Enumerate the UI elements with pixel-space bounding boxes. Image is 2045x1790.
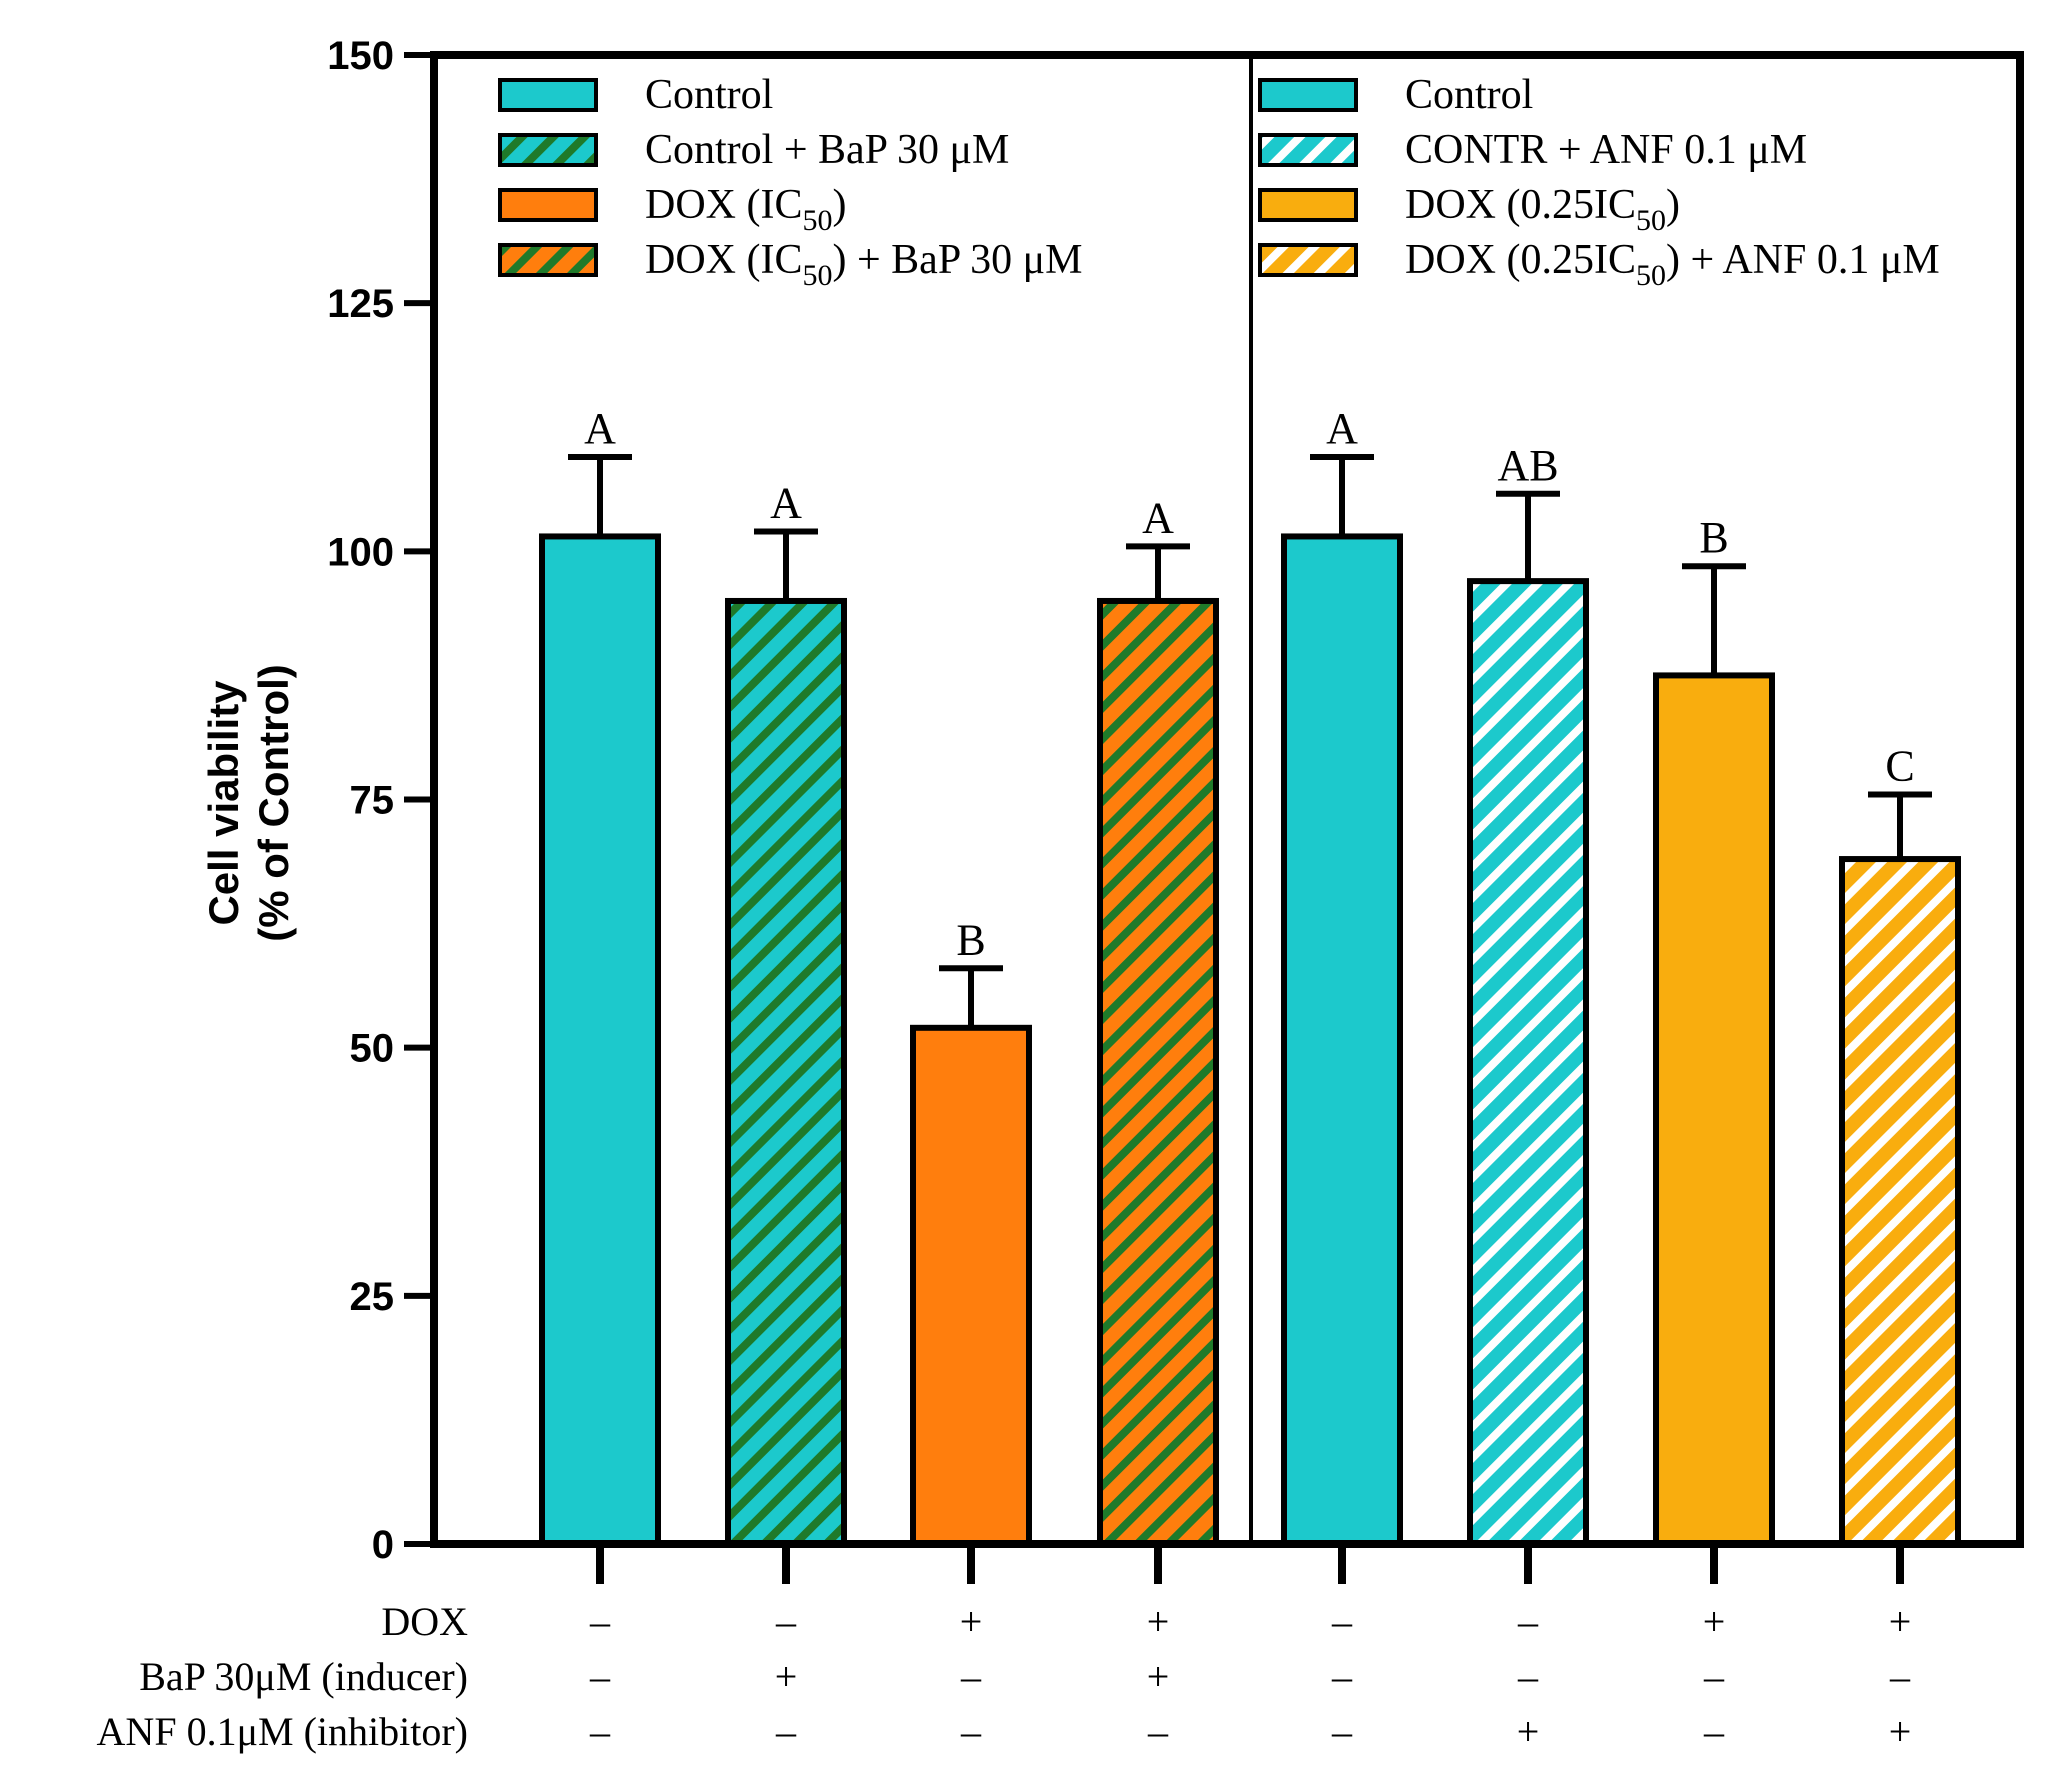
treatment-row-label: ANF 0.1μM (inhibitor) [97, 1709, 468, 1754]
legend-swatch [1258, 133, 1358, 167]
treatment-sign: + [1889, 1709, 1912, 1754]
treatment-sign: – [1703, 1709, 1725, 1754]
legend-label: Control + BaP 30 μM [645, 127, 1009, 173]
bar [910, 1024, 1032, 1547]
treatment-sign: – [1147, 1709, 1169, 1754]
legend-label: DOX (0.25IC50) [1405, 182, 1680, 237]
treatment-sign: – [1331, 1709, 1353, 1754]
treatment-sign: + [960, 1599, 983, 1644]
legend-swatch [498, 78, 598, 112]
significance-letter: AB [1497, 441, 1558, 490]
significance-letter: A [1326, 404, 1358, 453]
y-axis-title: Cell viability (% of Control) [200, 664, 297, 942]
treatment-sign: – [960, 1709, 982, 1754]
treatment-sign: + [1517, 1709, 1540, 1754]
treatment-sign: – [1889, 1654, 1911, 1699]
treatment-row-label: BaP 30μM (inducer) [139, 1654, 468, 1699]
significance-letter: B [956, 915, 985, 964]
y-axis-title-line1: Cell viability [200, 680, 247, 926]
treatment-sign: – [589, 1654, 611, 1699]
bar [1839, 856, 1961, 1547]
legend-label: CONTR + ANF 0.1 μM [1405, 127, 1807, 173]
bar [1467, 578, 1589, 1547]
bar [725, 597, 847, 1547]
significance-letter: C [1885, 742, 1914, 791]
treatment-sign: – [1331, 1654, 1353, 1699]
plot-frame [430, 51, 2024, 1548]
legend-swatch [498, 133, 598, 167]
legend-label: Control [645, 72, 773, 118]
y-axis-title-line2: (% of Control) [250, 664, 297, 942]
significance-letter: A [1142, 493, 1174, 542]
bar [1097, 597, 1219, 1547]
legend-swatch [1258, 243, 1358, 277]
bar [1281, 533, 1403, 1547]
legend-label: Control [1405, 72, 1533, 118]
significance-letter: A [584, 404, 616, 453]
treatment-sign: – [960, 1654, 982, 1699]
y-tick-label: 150 [327, 34, 394, 78]
legend-label: DOX (IC50) [645, 182, 846, 237]
treatment-sign: – [775, 1709, 797, 1754]
treatment-sign: – [775, 1599, 797, 1644]
significance-letter: A [770, 478, 802, 527]
y-axis-ticks: 0 25 50 75 100 125 150 [327, 34, 434, 1567]
y-tick-label: 100 [327, 530, 394, 574]
treatment-sign: + [1703, 1599, 1726, 1644]
y-tick-label: 125 [327, 282, 394, 326]
bar [539, 533, 661, 1547]
significance-letter: B [1699, 513, 1728, 562]
legend-swatch [1258, 78, 1358, 112]
treatment-row-label: DOX [381, 1599, 468, 1644]
y-tick-label: 25 [350, 1275, 395, 1319]
legend-label: DOX (IC50) + BaP 30 μM [645, 237, 1082, 292]
y-tick-label: 0 [372, 1523, 394, 1567]
treatment-sign: – [589, 1709, 611, 1754]
treatment-table: DOX – – + + – – + + BaP 30μM (inducer) – + – + – – – – ANF… [97, 1599, 1912, 1754]
legend-swatch [1258, 188, 1358, 222]
treatment-sign: – [1517, 1599, 1539, 1644]
y-tick-label: 75 [350, 779, 395, 823]
y-tick-label: 50 [350, 1027, 395, 1071]
treatment-sign: + [1147, 1599, 1170, 1644]
treatment-sign: + [775, 1654, 798, 1699]
legend-swatch [498, 243, 598, 277]
treatment-sign: + [1147, 1654, 1170, 1699]
legend-swatch [498, 188, 598, 222]
legend-label: DOX (0.25IC50) + ANF 0.1 μM [1405, 237, 1940, 292]
treatment-sign: + [1889, 1599, 1912, 1644]
treatment-sign: – [1517, 1654, 1539, 1699]
treatment-sign: – [589, 1599, 611, 1644]
treatment-sign: – [1331, 1599, 1353, 1644]
plot-border [430, 51, 2024, 1548]
treatment-sign: – [1703, 1654, 1725, 1699]
bar [1653, 672, 1775, 1547]
